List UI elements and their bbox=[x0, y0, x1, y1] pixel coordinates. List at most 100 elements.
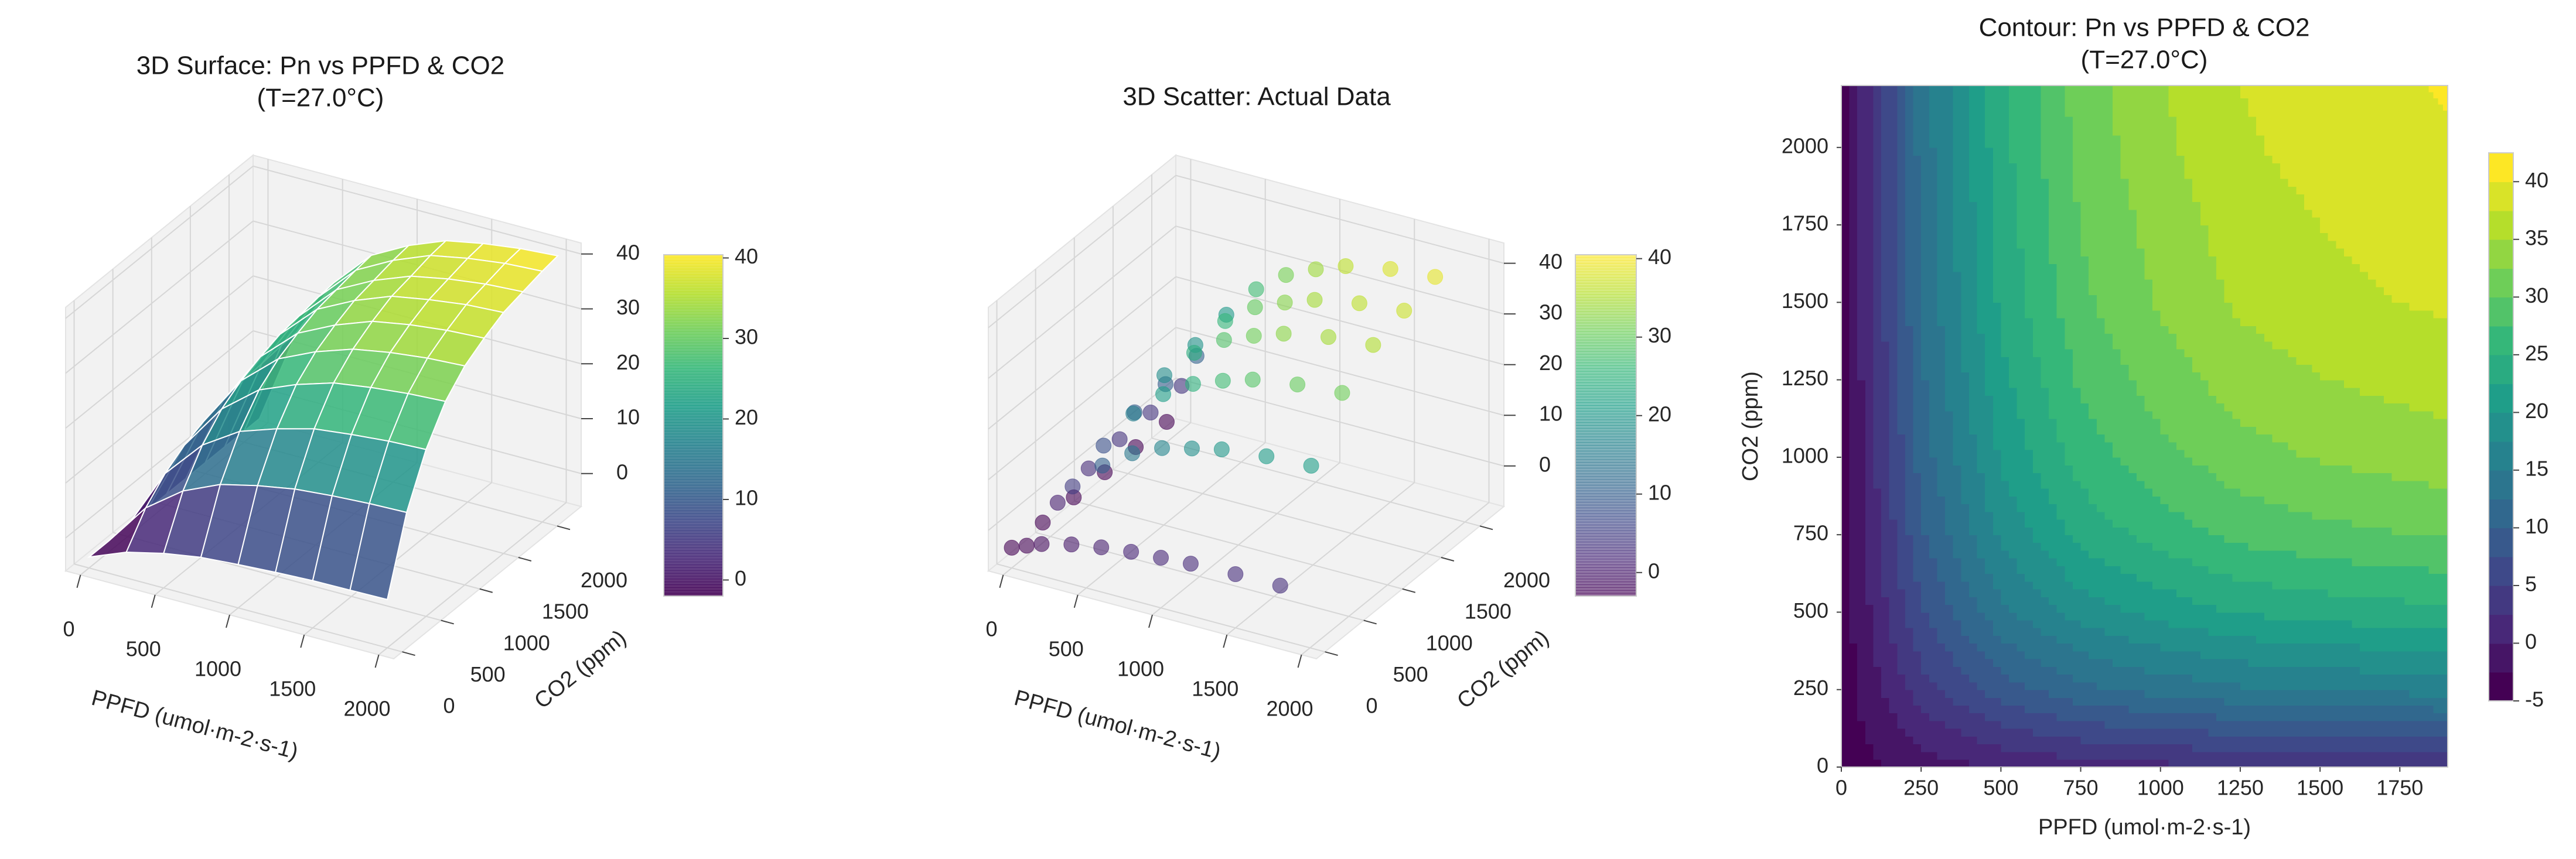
contour-cell bbox=[2404, 573, 2410, 582]
contour-cell bbox=[2343, 658, 2353, 667]
contour-cell bbox=[2192, 682, 2201, 690]
contour-cell bbox=[2248, 658, 2257, 667]
x-tick bbox=[1073, 594, 1079, 608]
contour-cell bbox=[2104, 348, 2113, 357]
contour-cell bbox=[2224, 720, 2233, 729]
contour-cell bbox=[2352, 488, 2360, 497]
contour-cell bbox=[2184, 643, 2193, 652]
contour-cell bbox=[2248, 395, 2257, 404]
contour-cell bbox=[1929, 713, 1938, 721]
contour-cell bbox=[2428, 736, 2434, 745]
contour-cell bbox=[2352, 635, 2360, 644]
contour-cell bbox=[2320, 643, 2329, 652]
contour-cell bbox=[1841, 387, 1850, 396]
contour-cell bbox=[1873, 588, 1882, 597]
contour-cell bbox=[2056, 674, 2066, 683]
contour-cell bbox=[2200, 519, 2209, 528]
contour-cell bbox=[1937, 744, 1946, 752]
contour-cell bbox=[2328, 689, 2337, 698]
contour-cell bbox=[2424, 674, 2430, 683]
colorbar-band bbox=[664, 413, 723, 417]
contour-cell bbox=[2049, 302, 2058, 311]
contour-cell bbox=[2056, 403, 2066, 412]
contour-cell bbox=[2113, 480, 2121, 489]
contour-cell bbox=[1857, 697, 1866, 706]
contour-cell bbox=[2404, 651, 2410, 659]
contour-cell bbox=[2008, 333, 2018, 342]
contour-cell bbox=[2096, 403, 2106, 412]
contour-cell bbox=[2056, 697, 2066, 706]
contour-cell bbox=[2200, 356, 2209, 365]
contour-cell bbox=[1881, 310, 1890, 319]
contour-cell bbox=[2144, 597, 2153, 605]
colorbar-band bbox=[664, 513, 723, 517]
contour-cell bbox=[1953, 418, 1962, 427]
contour-cell bbox=[2256, 457, 2265, 466]
contour-cell bbox=[1881, 403, 1890, 412]
contour-cell bbox=[2065, 488, 2073, 497]
contour-cell bbox=[2136, 348, 2145, 357]
contour-cell bbox=[2367, 434, 2377, 443]
contour-cell bbox=[2296, 410, 2305, 419]
contour-cell bbox=[2017, 302, 2026, 311]
contour-cell bbox=[1857, 674, 1866, 683]
contour-cell bbox=[2056, 666, 2066, 675]
contour-cell bbox=[2192, 744, 2201, 752]
contour-cell bbox=[2384, 705, 2393, 714]
contour-cell bbox=[1968, 457, 1978, 466]
contour-cell bbox=[1905, 473, 1914, 481]
contour-cell bbox=[2192, 557, 2201, 566]
contour-cell bbox=[2080, 612, 2089, 621]
contour-cell bbox=[2328, 535, 2337, 543]
contour-cell bbox=[2176, 504, 2185, 512]
contour-cell bbox=[2032, 410, 2042, 419]
contour-cell bbox=[2200, 728, 2209, 737]
contour-cell bbox=[1977, 410, 1985, 419]
contour-cell bbox=[2360, 666, 2369, 675]
contour-cell bbox=[2409, 573, 2415, 582]
contour-cell bbox=[2184, 744, 2193, 752]
contour-cell bbox=[2113, 643, 2121, 652]
contour-cell bbox=[1841, 434, 1850, 443]
contour-cell bbox=[1945, 604, 1954, 613]
contour-cell bbox=[2280, 744, 2289, 752]
colorbar-band bbox=[1575, 334, 1636, 338]
contour-cell bbox=[2200, 434, 2209, 443]
contour-cell bbox=[1977, 705, 1985, 714]
colorbar-band bbox=[1575, 433, 1636, 437]
contour-cell bbox=[2343, 480, 2353, 489]
contour-cell bbox=[1881, 341, 1890, 350]
contour-cell bbox=[2208, 511, 2217, 520]
contour-cell bbox=[2391, 566, 2401, 574]
contour-cell bbox=[1913, 604, 1922, 613]
contour-cell bbox=[2128, 348, 2137, 357]
contour-cell bbox=[2192, 457, 2201, 466]
contour-cell bbox=[2136, 751, 2145, 760]
contour-cell bbox=[2144, 674, 2153, 683]
contour-cell bbox=[2176, 705, 2185, 714]
contour-cell bbox=[2296, 612, 2305, 621]
contour-cell bbox=[1841, 535, 1850, 543]
colorbar-band bbox=[1575, 265, 1636, 269]
contour-cell bbox=[2104, 403, 2113, 412]
contour-cell bbox=[2089, 511, 2097, 520]
contour-cell bbox=[2312, 480, 2321, 489]
contour-cell bbox=[2184, 713, 2193, 721]
contour-cell bbox=[2096, 426, 2106, 435]
contour-cell bbox=[1881, 736, 1890, 745]
contour-cell bbox=[2312, 426, 2321, 435]
contour-cell bbox=[1953, 573, 1962, 582]
contour-cell bbox=[1961, 666, 1970, 675]
contour-cell bbox=[2404, 557, 2410, 566]
contour-cell bbox=[2296, 720, 2305, 729]
contour-cell bbox=[1992, 473, 2002, 481]
contour-cell bbox=[2352, 581, 2360, 590]
contour-cell bbox=[2414, 488, 2420, 497]
contour-cell bbox=[2442, 403, 2448, 412]
contour-cell bbox=[1985, 496, 1994, 505]
contour-cell bbox=[2264, 511, 2273, 520]
contour-cell bbox=[2208, 666, 2217, 675]
contour-cell bbox=[2264, 573, 2273, 582]
contour-cell bbox=[2433, 620, 2439, 628]
contour-cell bbox=[2442, 473, 2448, 481]
